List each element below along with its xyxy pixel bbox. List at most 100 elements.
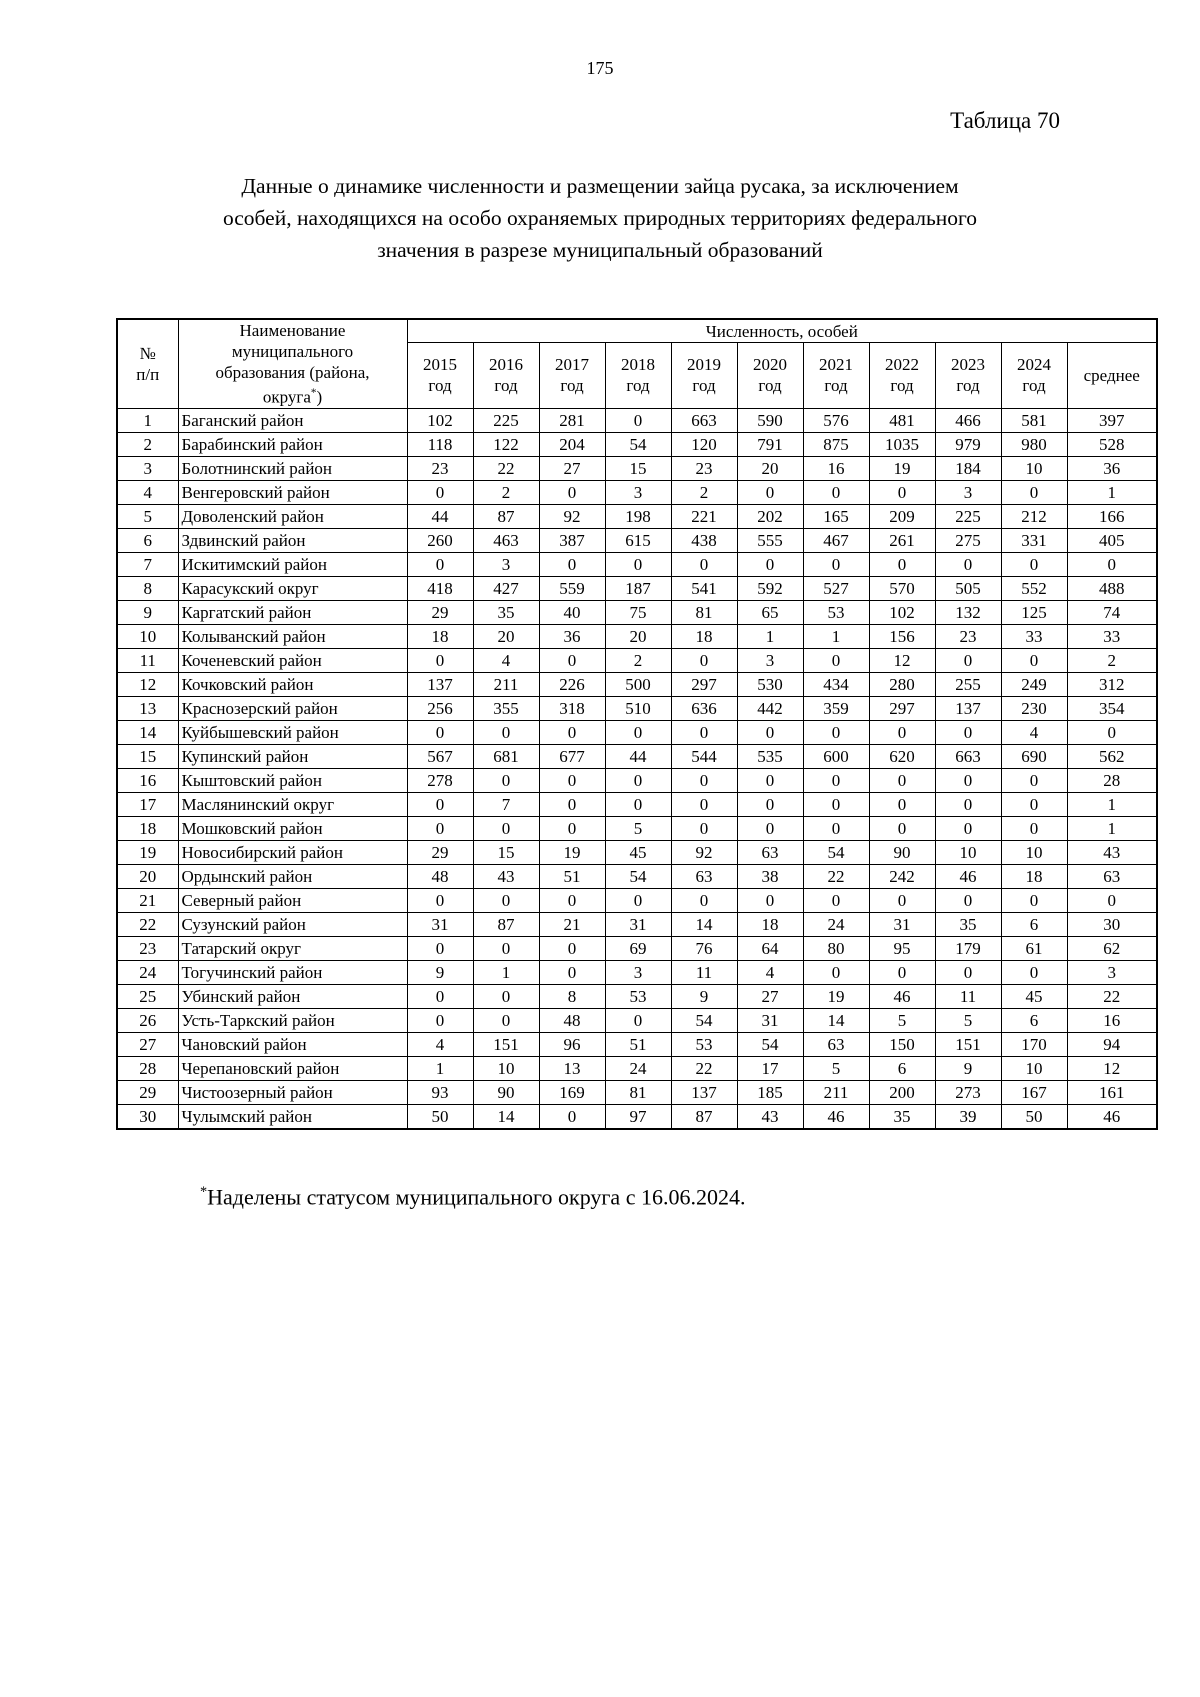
value-cell: 5 [934, 1007, 1002, 1033]
value-cell: 466 [934, 407, 1002, 433]
avg-cell: 354 [1066, 695, 1158, 721]
year-number: 2015 [423, 355, 457, 375]
value-cell: 31 [868, 911, 936, 937]
value-cell: 10 [1000, 1055, 1068, 1081]
value-cell: 0 [472, 1007, 540, 1033]
value-cell: 46 [802, 1103, 870, 1130]
row-number-cell: 6 [116, 527, 179, 553]
value-cell: 0 [868, 815, 936, 841]
value-cell: 979 [934, 431, 1002, 457]
table-row: 26 Усть-Таркский район 0 0 48 0 54 31 14 5 5 6 16 [116, 1007, 1158, 1033]
row-number-cell: 20 [116, 863, 179, 889]
table-row: 5 Доволенский район 44 87 92 198 221 202 165 209 2… [116, 503, 1158, 529]
table-row: 8 Карасукский округ 418 427 559 187 541 592 527 5… [116, 575, 1158, 601]
value-cell: 0 [868, 791, 936, 817]
value-cell: 19 [802, 983, 870, 1009]
page-number: 175 [586, 58, 614, 78]
value-cell: 663 [934, 743, 1002, 769]
value-cell: 46 [868, 983, 936, 1009]
value-cell: 27 [538, 455, 606, 481]
col-header-num-line: № [139, 343, 156, 363]
value-cell: 505 [934, 575, 1002, 601]
table-title-line: особей, находящихся на особо охраняемых … [222, 206, 978, 230]
value-cell: 120 [670, 431, 738, 457]
value-cell: 0 [670, 551, 738, 577]
value-cell: 20 [604, 623, 672, 649]
value-cell: 50 [406, 1103, 474, 1130]
value-cell: 0 [406, 719, 474, 745]
district-name-cell: Северный район [177, 887, 408, 913]
value-cell: 481 [868, 407, 936, 433]
value-cell: 185 [736, 1079, 804, 1105]
year-word: год [758, 376, 782, 396]
value-cell: 0 [604, 887, 672, 913]
value-cell: 16 [802, 455, 870, 481]
value-cell: 0 [1000, 959, 1068, 985]
row-number-cell: 7 [116, 551, 179, 577]
value-cell: 92 [670, 839, 738, 865]
value-cell: 11 [670, 959, 738, 985]
value-cell: 43 [472, 863, 540, 889]
value-cell: 187 [604, 575, 672, 601]
value-cell: 590 [736, 407, 804, 433]
value-cell: 76 [670, 935, 738, 961]
value-cell: 53 [604, 983, 672, 1009]
row-number-cell: 9 [116, 599, 179, 625]
col-header-num: № п/п [116, 318, 179, 409]
table-caption-number: Таблица 70 [950, 108, 1060, 133]
avg-cell: 74 [1066, 599, 1158, 625]
value-cell: 5 [604, 815, 672, 841]
table-row: 24 Тогучинский район 9 1 0 3 11 4 0 0 0 0 3 [116, 959, 1158, 985]
value-cell: 102 [406, 407, 474, 433]
value-cell: 23 [406, 455, 474, 481]
value-cell: 0 [868, 887, 936, 913]
table-row: 12 Кочковский район 137 211 226 500 297 530 434 2… [116, 671, 1158, 697]
value-cell: 2 [604, 647, 672, 673]
year-word: год [890, 376, 914, 396]
district-name-cell: Чановский район [177, 1031, 408, 1057]
value-cell: 535 [736, 743, 804, 769]
value-cell: 0 [868, 959, 936, 985]
row-number-cell: 30 [116, 1103, 179, 1130]
district-name-cell: Новосибирский район [177, 839, 408, 865]
value-cell: 690 [1000, 743, 1068, 769]
value-cell: 45 [604, 839, 672, 865]
value-cell: 527 [802, 575, 870, 601]
district-name-cell: Черепановский район [177, 1055, 408, 1081]
col-header-group: Численность, особей [406, 318, 1158, 344]
value-cell: 0 [802, 815, 870, 841]
table-row: 10 Колыванский район 18 20 36 20 18 1 1 156 23 33 33 [116, 623, 1158, 649]
year-number: 2020 [753, 355, 787, 375]
district-name-cell: Колыванский район [177, 623, 408, 649]
row-number-cell: 21 [116, 887, 179, 913]
value-cell: 167 [1000, 1079, 1068, 1105]
value-cell: 64 [736, 935, 804, 961]
value-cell: 0 [538, 647, 606, 673]
value-cell: 3 [472, 551, 540, 577]
value-cell: 51 [604, 1031, 672, 1057]
value-cell: 39 [934, 1103, 1002, 1130]
value-cell: 151 [472, 1031, 540, 1057]
district-name-cell: Краснозерский район [177, 695, 408, 721]
value-cell: 118 [406, 431, 474, 457]
value-cell: 54 [670, 1007, 738, 1033]
table-row: 1 Баганский район 102 225 281 0 663 590 576 481 46… [116, 407, 1158, 433]
value-cell: 35 [934, 911, 1002, 937]
value-cell: 1 [736, 623, 804, 649]
value-cell: 875 [802, 431, 870, 457]
value-cell: 51 [538, 863, 606, 889]
value-cell: 0 [472, 815, 540, 841]
year-column-header: 2019 год [670, 342, 738, 409]
value-cell: 22 [802, 863, 870, 889]
avg-cell: 312 [1066, 671, 1158, 697]
value-cell: 0 [472, 767, 540, 793]
year-word: год [626, 376, 650, 396]
row-number-cell: 11 [116, 647, 179, 673]
district-name-cell: Карасукский округ [177, 575, 408, 601]
table-row: 15 Купинский район 567 681 677 44 544 535 600 620… [116, 743, 1158, 769]
value-cell: 0 [406, 983, 474, 1009]
value-cell: 50 [1000, 1103, 1068, 1130]
value-cell: 0 [538, 1103, 606, 1130]
value-cell: 0 [934, 719, 1002, 745]
row-number-cell: 15 [116, 743, 179, 769]
